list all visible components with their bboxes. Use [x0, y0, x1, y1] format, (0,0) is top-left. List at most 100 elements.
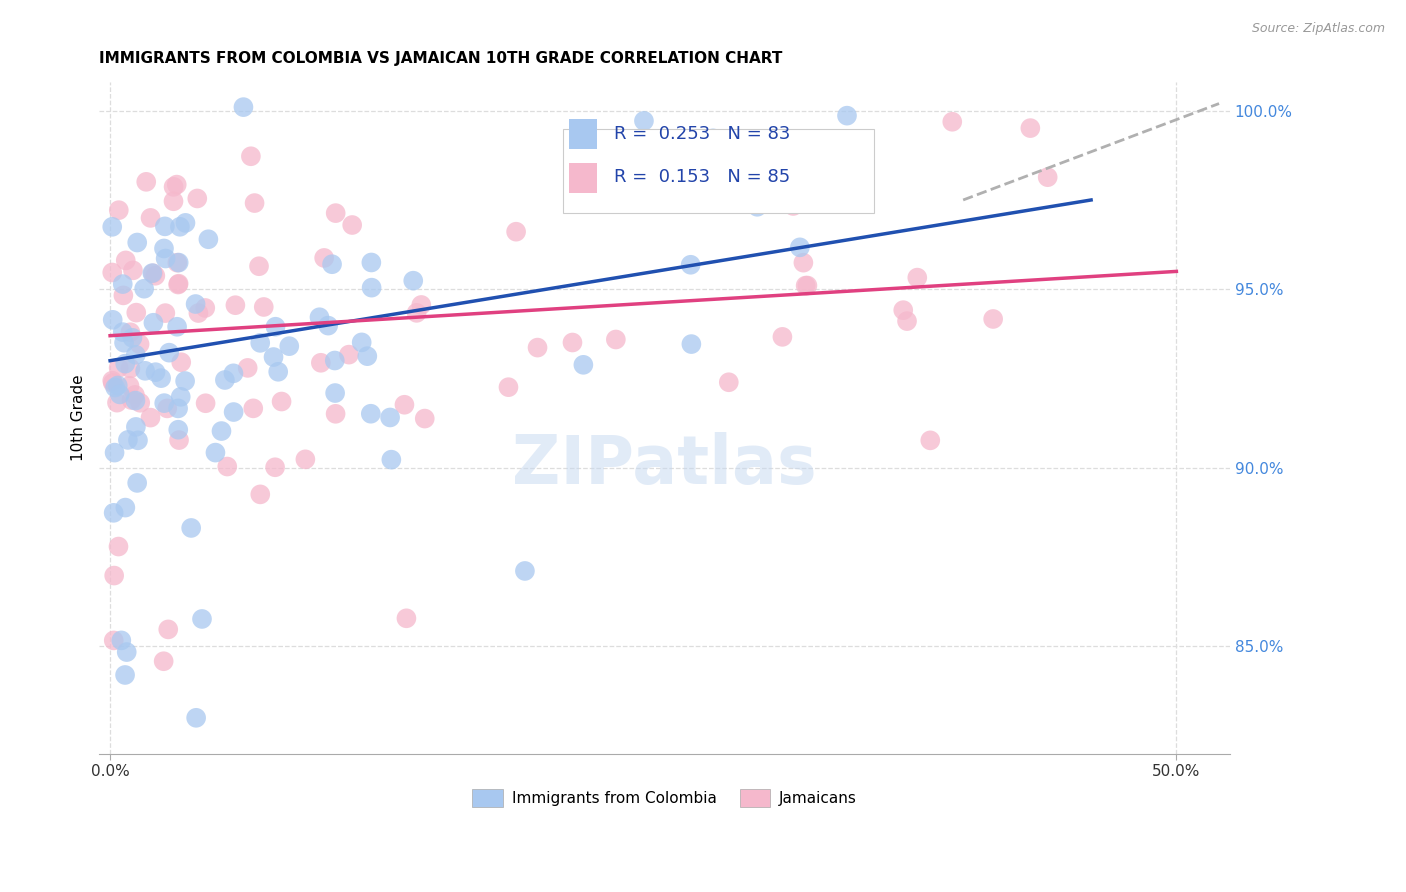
Point [121, 392, 143, 407]
Point [134, 364, 156, 378]
Point [360, 407, 382, 421]
Point [120, 361, 142, 376]
Point [139, 211, 162, 225]
Point [143, 268, 166, 283]
Point [356, 349, 378, 363]
Point [167, 423, 190, 437]
Point [308, 310, 330, 325]
Point [107, 360, 129, 375]
Point [891, 303, 914, 318]
Point [770, 330, 793, 344]
Point [101, 374, 124, 388]
Point [101, 313, 124, 327]
Point [789, 240, 811, 254]
Point [118, 379, 141, 393]
Point [782, 199, 804, 213]
Point [101, 219, 124, 234]
Point [717, 376, 740, 390]
Point [157, 345, 180, 359]
Point [134, 282, 156, 296]
Point [170, 390, 193, 404]
Point [197, 232, 219, 246]
Point [1019, 121, 1042, 136]
Point [114, 253, 136, 268]
Point [125, 420, 148, 434]
Point [155, 306, 177, 320]
Point [505, 225, 527, 239]
Point [194, 301, 217, 315]
Point [264, 319, 287, 334]
Point [513, 564, 536, 578]
Point [214, 373, 236, 387]
Point [239, 149, 262, 163]
Point [222, 367, 245, 381]
Point [167, 277, 190, 292]
Point [135, 175, 157, 189]
Point [498, 380, 520, 394]
Point [243, 196, 266, 211]
Point [232, 100, 254, 114]
Point [350, 335, 373, 350]
Point [796, 278, 818, 293]
Point [162, 179, 184, 194]
Point [648, 186, 671, 200]
Point [941, 114, 963, 128]
Point [170, 355, 193, 369]
Point [153, 242, 176, 256]
Point [981, 312, 1004, 326]
Point [166, 319, 188, 334]
Point [167, 277, 190, 291]
Point [166, 256, 188, 270]
Point [114, 357, 136, 371]
Point [681, 337, 703, 351]
FancyBboxPatch shape [568, 119, 596, 149]
Point [122, 263, 145, 277]
Point [184, 297, 207, 311]
Point [107, 540, 129, 554]
Point [253, 300, 276, 314]
Point [309, 356, 332, 370]
FancyBboxPatch shape [562, 129, 873, 213]
Point [187, 306, 209, 320]
Point [152, 654, 174, 668]
Point [156, 401, 179, 416]
Point [112, 288, 135, 302]
Point [323, 353, 346, 368]
Point [236, 360, 259, 375]
Point [155, 252, 177, 266]
Point [360, 280, 382, 294]
Point [920, 434, 942, 448]
Point [405, 306, 427, 320]
Point [572, 358, 595, 372]
Point [169, 219, 191, 234]
Point [337, 348, 360, 362]
Point [111, 325, 134, 339]
Point [794, 278, 817, 293]
Point [125, 348, 148, 362]
Point [114, 500, 136, 515]
Point [186, 191, 208, 205]
Text: IMMIGRANTS FROM COLOMBIA VS JAMAICAN 10TH GRADE CORRELATION CHART: IMMIGRANTS FROM COLOMBIA VS JAMAICAN 10T… [100, 51, 783, 66]
Point [378, 410, 401, 425]
Point [264, 460, 287, 475]
Point [150, 371, 173, 385]
Point [124, 393, 146, 408]
Point [242, 401, 264, 416]
Point [167, 255, 190, 269]
Point [101, 376, 124, 390]
Point [114, 668, 136, 682]
Point [115, 645, 138, 659]
Point [294, 452, 316, 467]
Point [394, 398, 416, 412]
Point [125, 305, 148, 319]
Point [174, 216, 197, 230]
Point [380, 452, 402, 467]
Point [905, 270, 928, 285]
Point [217, 459, 239, 474]
Point [191, 612, 214, 626]
Point [142, 266, 165, 280]
Point [413, 411, 436, 425]
Text: R =  0.153   N = 85: R = 0.153 N = 85 [613, 169, 790, 186]
Point [792, 255, 814, 269]
Point [702, 131, 724, 145]
